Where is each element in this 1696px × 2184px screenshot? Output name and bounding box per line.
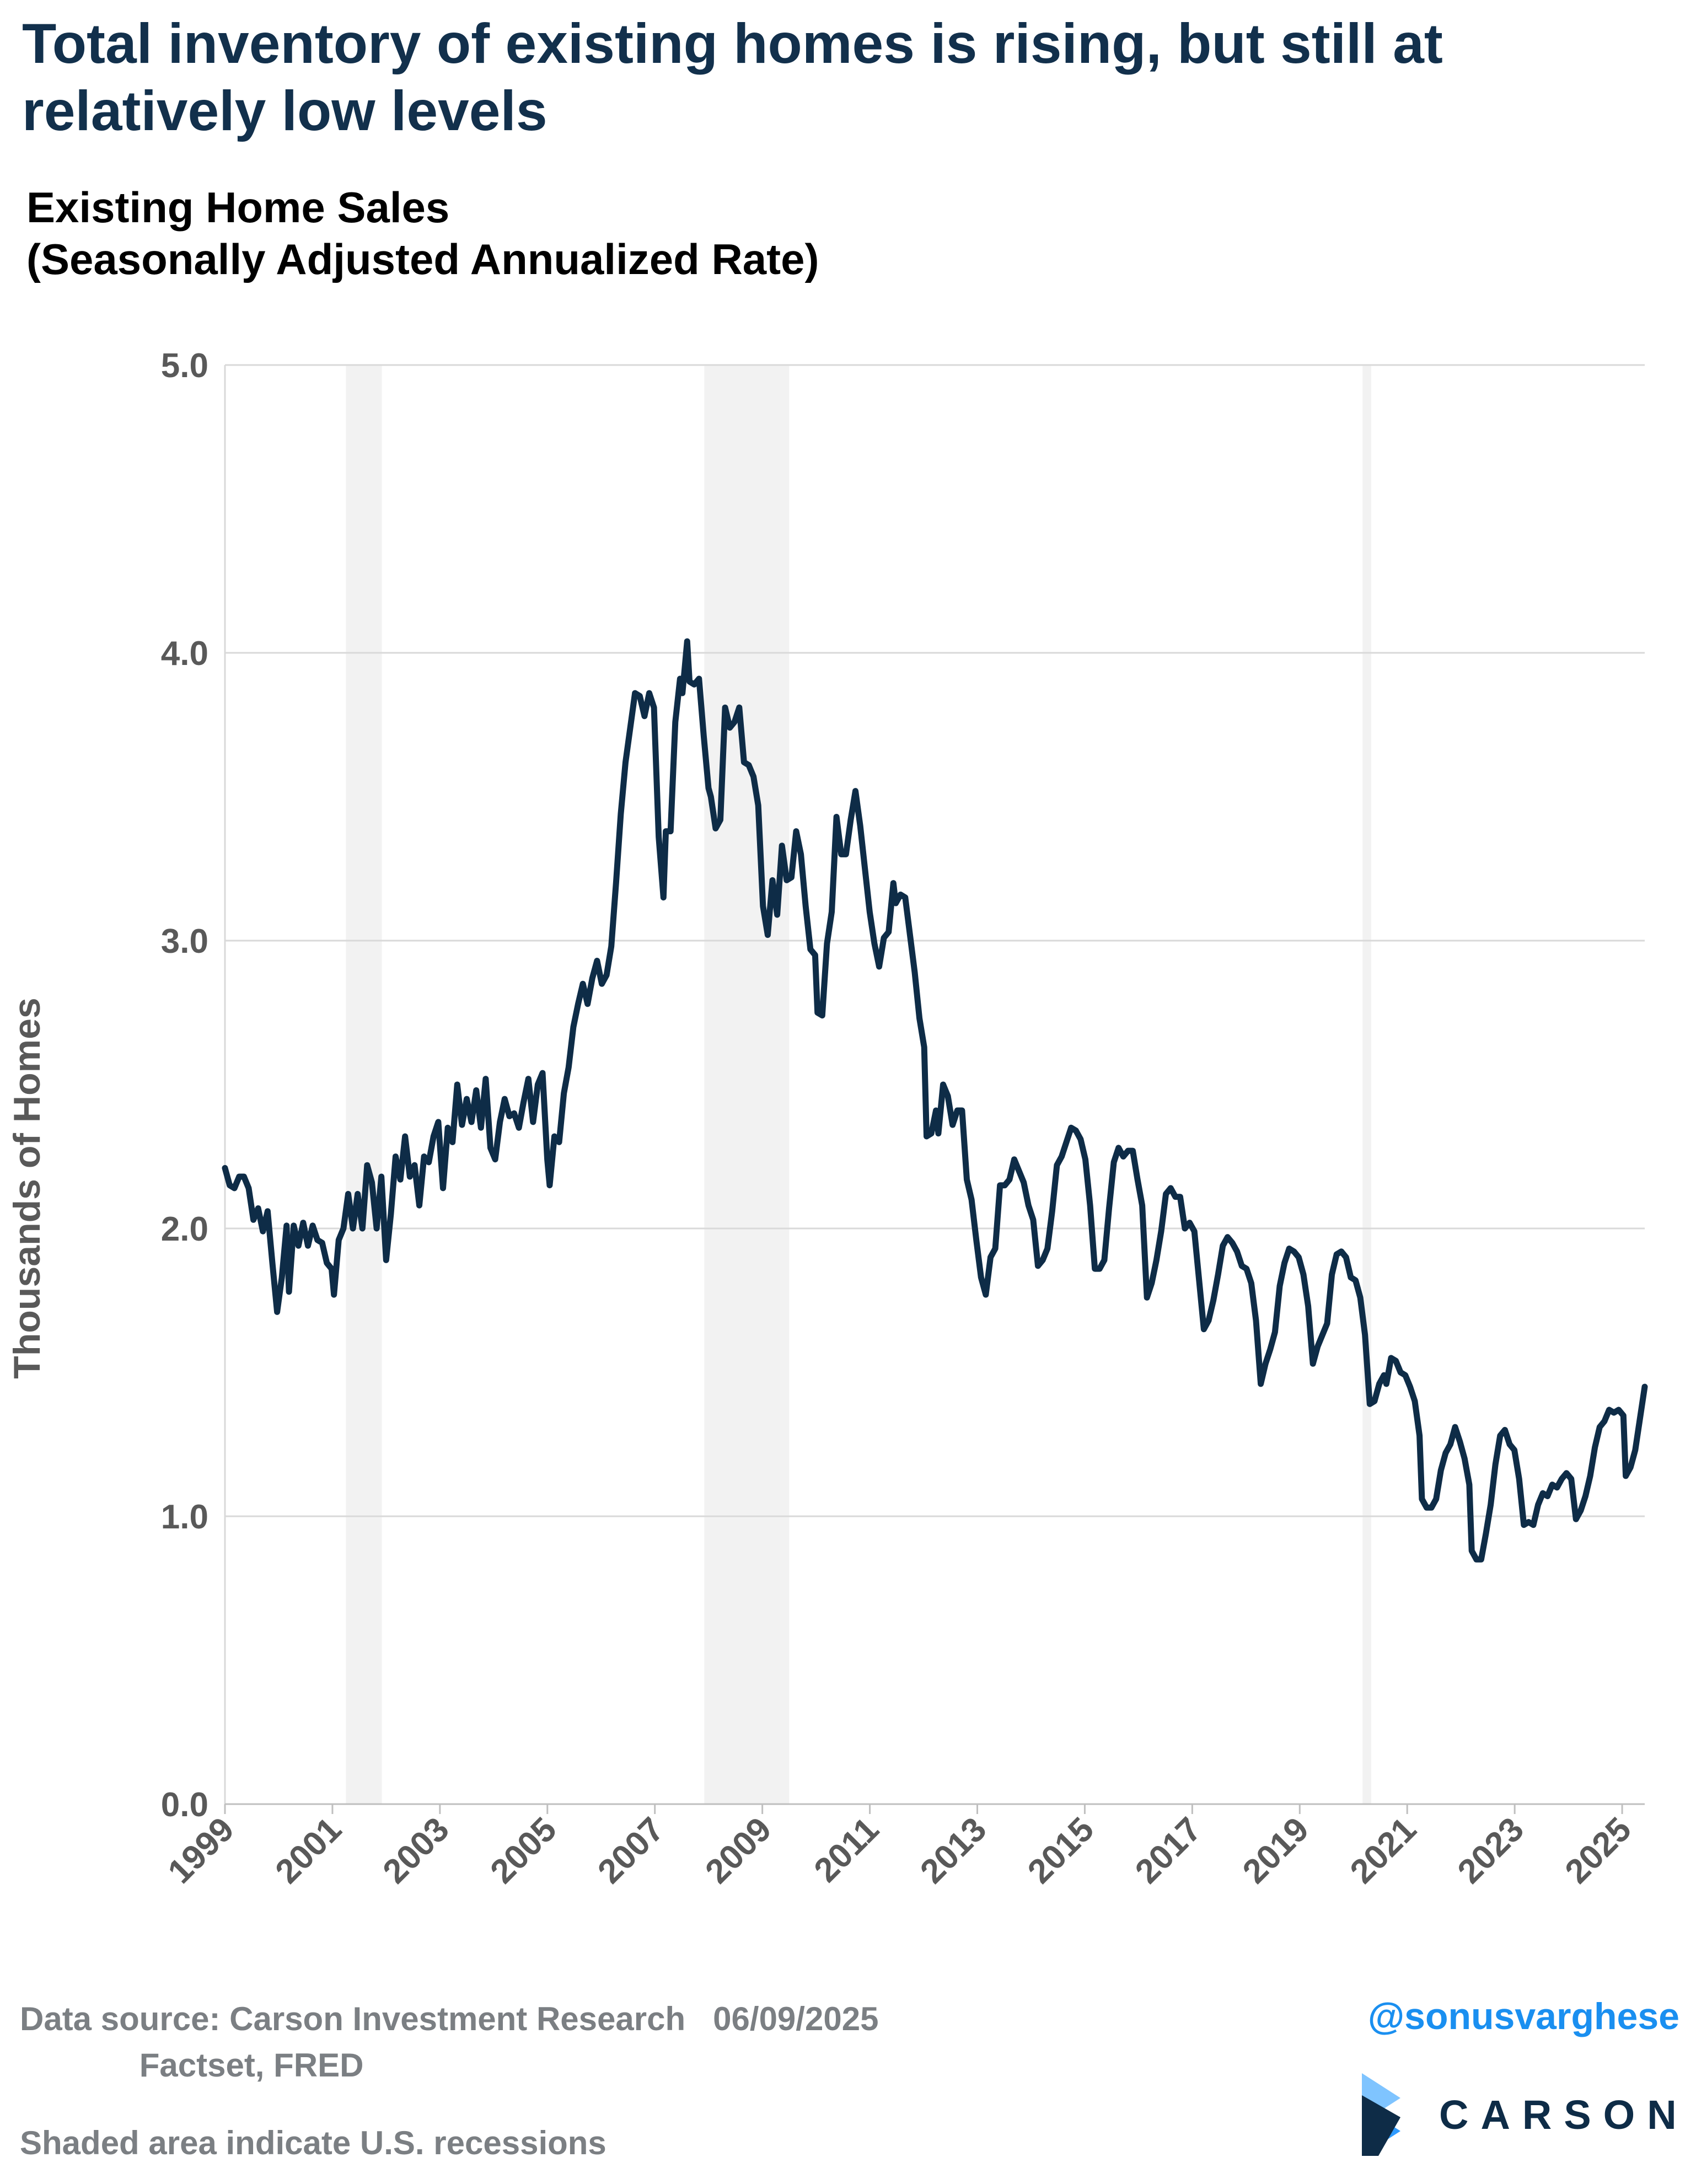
- x-tick-label: 2007: [591, 1810, 671, 1891]
- x-tick-label: 2023: [1451, 1810, 1531, 1891]
- y-tick-label: 5.0: [161, 347, 208, 385]
- chart-subtitle-line1: Existing Home Sales: [26, 183, 450, 232]
- source-name: Carson Investment Research: [229, 2000, 686, 2037]
- axes: 1999 2001 2003 2005 2007 2009 2011 2013 2015 2017…: [161, 365, 1645, 1891]
- data-source: Data source: Carson Investment Research …: [20, 1996, 878, 2089]
- carson-logo-text: CARSON: [1439, 2091, 1689, 2138]
- source-label: Data source:: [20, 2000, 221, 2037]
- chart-subtitle-line2: (Seasonally Adjusted Annualized Rate): [26, 234, 819, 283]
- y-tick-label: 3.0: [161, 922, 208, 960]
- carson-logo-icon: [1362, 2073, 1400, 2156]
- recession-shading: [346, 365, 1371, 1804]
- y-tick-label: 2.0: [161, 1210, 208, 1248]
- x-tick-label: 2011: [807, 1810, 887, 1890]
- x-tick-label: 2005: [483, 1810, 563, 1891]
- x-tick-label: 2009: [698, 1810, 779, 1891]
- source-date: 06/09/2025: [713, 2000, 879, 2037]
- x-tick-label: 2021: [1343, 1810, 1424, 1891]
- y-tick-label: 0.0: [161, 1786, 208, 1824]
- x-tick-label: 2001: [269, 1810, 349, 1891]
- series-layer: [222, 638, 1648, 1563]
- x-tick-label: 2025: [1558, 1810, 1639, 1891]
- recession-band: [1362, 365, 1371, 1804]
- y-axis-label: Thousands of Homes: [6, 997, 48, 1378]
- y-tick-label: 4.0: [161, 635, 208, 673]
- x-tick-label: 2003: [375, 1810, 456, 1891]
- carson-logo: CARSON: [1362, 2073, 1689, 2156]
- line-chart: 0.01.02.03.04.05.0 1999 2001 2003 2005 2007 2…: [6, 347, 1648, 1891]
- recession-note: Shaded area indicate U.S. recessions: [20, 2124, 607, 2161]
- headline: Total inventory of existing homes is ris…: [22, 12, 1443, 143]
- twitter-handle[interactable]: @sonusvarghese: [1367, 1995, 1679, 2037]
- y-tick-label: 1.0: [161, 1498, 208, 1536]
- recession-band: [346, 365, 382, 1804]
- recession-band: [704, 365, 790, 1804]
- x-tick-label: 2013: [913, 1810, 994, 1891]
- x-tick-label: 2019: [1236, 1810, 1316, 1891]
- series-line: [222, 638, 1648, 1563]
- chart-subtitle: Existing Home Sales (Seasonally Adjusted…: [26, 182, 819, 285]
- x-tick-label: 2017: [1128, 1810, 1209, 1891]
- x-tick-label: 2015: [1021, 1810, 1101, 1891]
- source-name-2: Factset, FRED: [139, 2047, 364, 2084]
- gridlines: 0.0 1.0 2.0 3.0 4.0 5.0: [161, 347, 1645, 1824]
